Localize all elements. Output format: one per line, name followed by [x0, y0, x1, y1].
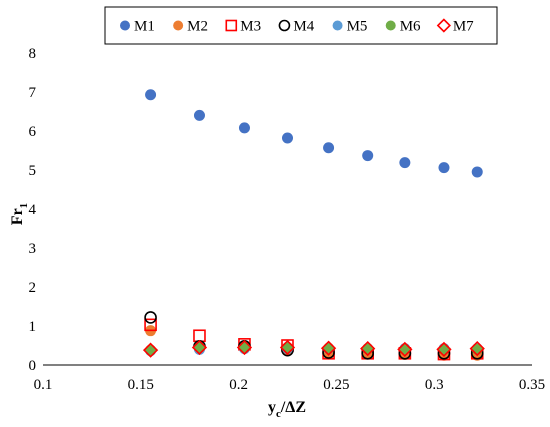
series-m7 [142, 339, 485, 358]
legend-marker [385, 20, 396, 31]
data-point [145, 344, 157, 356]
y-tick-label: 8 [29, 46, 37, 62]
y-tick-label: 0 [29, 358, 37, 374]
data-point [323, 142, 335, 154]
legend-item-m3: M3 [225, 19, 261, 35]
legend-label: M3 [240, 19, 261, 35]
legend-marker [436, 18, 451, 33]
data-point [360, 340, 376, 357]
legend-label: M5 [347, 19, 368, 35]
data-point [191, 339, 208, 356]
y-axis-title: Fr1 [9, 203, 30, 225]
y-tick-label: 5 [29, 163, 37, 179]
data-points [142, 89, 485, 361]
x-tick-labels: 0.1 0.15 0.2 0.25 0.3 0.35 [34, 377, 546, 393]
legend-label: M7 [453, 19, 474, 35]
y-tick-labels: 0 1 2 3 4 5 6 7 8 [29, 46, 37, 374]
legend-item-m4: M4 [278, 19, 315, 35]
series-m1 [145, 89, 483, 178]
data-point [142, 342, 159, 358]
data-point [193, 329, 206, 343]
series-m3 [144, 318, 484, 361]
data-point [399, 343, 411, 355]
data-point [282, 341, 293, 353]
data-point [469, 340, 485, 357]
legend-box [104, 6, 498, 45]
legend-item-m6: M6 [385, 19, 421, 35]
data-point [282, 132, 293, 144]
x-axis-title-sub: c [276, 408, 281, 420]
data-point [362, 150, 374, 162]
legend: M1 M2 M3 M4 M5 M6 M7 [104, 6, 498, 45]
legend-label: M6 [400, 19, 421, 35]
x-tick-label: 0.2 [229, 377, 248, 393]
legend-label: M2 [187, 19, 208, 35]
data-point [471, 166, 483, 178]
x-tick-label: 0.35 [519, 377, 545, 393]
data-point [323, 342, 335, 354]
legend-marker [120, 20, 130, 31]
x-tick-label: 0.25 [323, 377, 349, 393]
data-point [193, 341, 205, 353]
y-axis-title-sub: 1 [18, 203, 30, 209]
data-point [238, 341, 250, 353]
x-tick-label: 0.3 [425, 377, 444, 393]
x-axis-title: yc/ΔZ [268, 399, 306, 420]
y-tick-label: 2 [29, 280, 37, 296]
legend-label: M4 [293, 19, 314, 35]
y-tick-label: 3 [29, 241, 37, 257]
legend-item-m1: M1 [120, 19, 155, 35]
data-point [145, 89, 157, 101]
x-axis-title-rest: /ΔZ [280, 399, 306, 416]
x-tick-label: 0.15 [128, 377, 154, 393]
legend-item-m7: M7 [436, 18, 474, 35]
data-point [236, 339, 253, 356]
data-point [144, 311, 157, 324]
legend-marker [332, 20, 343, 31]
legend-marker [278, 19, 291, 32]
data-point [193, 109, 205, 121]
data-point [320, 340, 337, 356]
y-tick-label: 4 [29, 202, 37, 218]
legend-item-m2: M2 [173, 19, 208, 35]
y-tick-label: 1 [29, 319, 37, 335]
legend-marker [225, 19, 238, 32]
data-point [362, 343, 374, 355]
data-point [436, 341, 452, 358]
y-axis-title-main: Fr [9, 208, 26, 225]
legend-marker [173, 20, 184, 31]
data-point [399, 157, 411, 169]
x-tick-label: 0.1 [34, 377, 53, 393]
y-tick-label: 6 [29, 124, 37, 140]
x-axis-title-main: y [268, 399, 276, 416]
data-point [438, 343, 450, 355]
data-point [279, 339, 296, 356]
legend-label: M1 [134, 19, 155, 35]
data-point [144, 318, 157, 332]
data-point [397, 341, 413, 358]
y-tick-label: 7 [29, 85, 37, 101]
data-point [238, 122, 250, 134]
legend-item-m5: M5 [332, 19, 368, 35]
data-point [438, 162, 450, 174]
